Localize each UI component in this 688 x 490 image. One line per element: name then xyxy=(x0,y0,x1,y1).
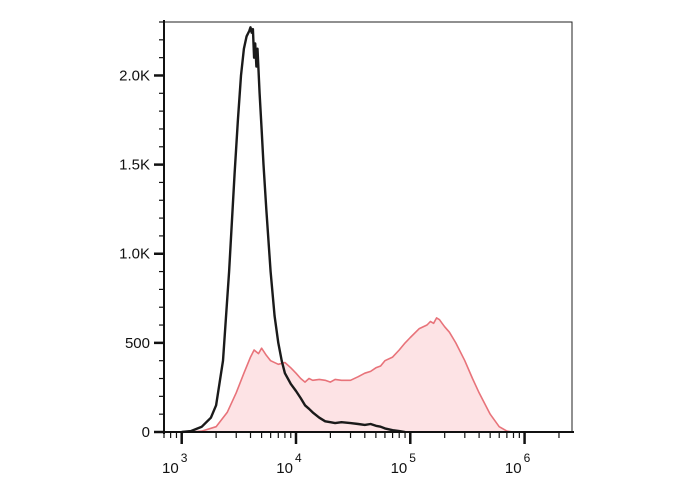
series-1-line xyxy=(181,26,406,434)
series-0-outline xyxy=(190,317,514,433)
series-layer xyxy=(181,26,514,434)
y-tick-label: 1.5K xyxy=(119,157,150,174)
x-tick-label-base: 10 xyxy=(505,460,522,477)
x-tick-label-base: 10 xyxy=(391,460,408,477)
y-tick-label: 1.0K xyxy=(119,246,150,263)
x-tick-label-base: 10 xyxy=(276,460,293,477)
y-axis-ticks: 0 500 1.0K 1.5K 2.0K xyxy=(119,21,164,441)
y-tick-label: 500 xyxy=(125,335,150,352)
x-tick-label-exponent: 3 xyxy=(181,451,188,465)
x-tick-label-base: 10 xyxy=(162,460,179,477)
y-tick-label: 2.0K xyxy=(119,67,150,84)
y-tick-label: 0 xyxy=(142,424,150,441)
x-tick-label-exponent: 5 xyxy=(409,451,416,465)
x-tick-label-exponent: 4 xyxy=(295,451,302,465)
x-tick-label-exponent: 6 xyxy=(524,451,531,465)
series-0-fill xyxy=(190,317,514,432)
plot-frame xyxy=(163,21,573,433)
